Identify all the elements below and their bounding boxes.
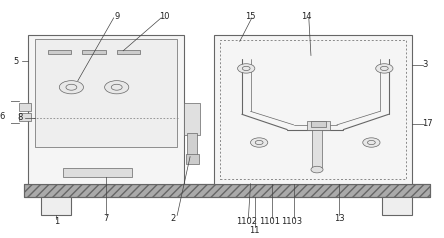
Bar	[184, 103, 200, 135]
Text: 14: 14	[301, 12, 312, 21]
Bar	[187, 133, 197, 157]
Circle shape	[311, 166, 323, 173]
Text: 5: 5	[13, 57, 19, 66]
Bar	[186, 154, 199, 164]
Circle shape	[376, 64, 393, 73]
Bar	[41, 197, 71, 215]
Bar	[311, 121, 326, 127]
Bar	[214, 35, 412, 184]
Circle shape	[238, 64, 255, 73]
Bar	[24, 184, 430, 197]
Bar	[19, 113, 31, 121]
Text: 9: 9	[114, 12, 119, 21]
Bar	[35, 39, 177, 147]
Text: 11: 11	[250, 226, 260, 234]
Text: 3: 3	[423, 60, 428, 69]
Bar	[48, 50, 71, 54]
Bar	[117, 50, 140, 54]
Bar	[24, 184, 430, 197]
Text: 7: 7	[103, 214, 109, 223]
Circle shape	[250, 138, 268, 147]
Text: 10: 10	[159, 12, 170, 21]
Text: 6: 6	[0, 112, 5, 121]
Text: 2: 2	[170, 214, 175, 223]
Bar	[63, 169, 132, 177]
Text: 15: 15	[245, 12, 256, 21]
Text: 8: 8	[18, 113, 23, 122]
Text: 13: 13	[334, 214, 345, 223]
Text: 1103: 1103	[281, 217, 302, 226]
Bar	[19, 103, 31, 111]
Bar	[382, 197, 412, 215]
Bar	[307, 121, 330, 129]
Bar	[220, 40, 406, 179]
Text: 17: 17	[422, 119, 433, 128]
Circle shape	[363, 138, 380, 147]
Bar	[312, 129, 322, 167]
Bar	[82, 50, 106, 54]
Text: 1101: 1101	[259, 217, 281, 226]
Bar	[28, 35, 184, 184]
Text: 1102: 1102	[236, 217, 257, 226]
Circle shape	[59, 81, 83, 94]
Text: 1: 1	[54, 217, 59, 226]
Circle shape	[105, 81, 129, 94]
